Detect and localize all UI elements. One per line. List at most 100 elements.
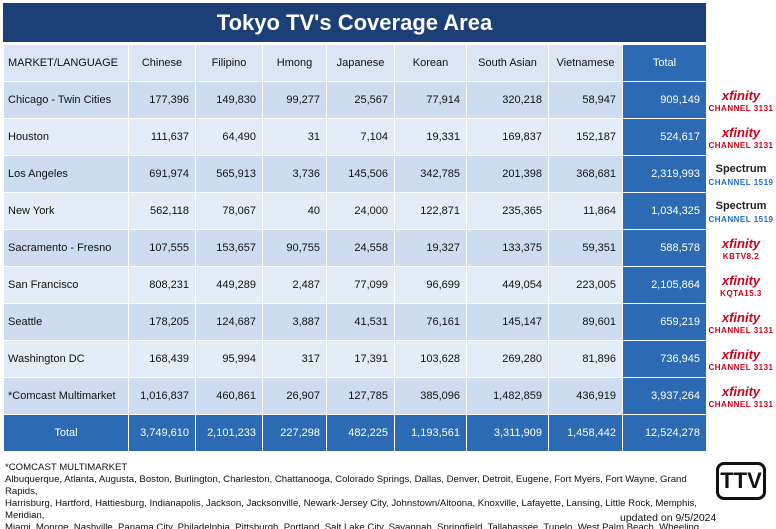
total-cell: 1,193,561 [394, 414, 467, 452]
table-row: Washington DC 168,439 95,994 317 17,391 103,6… [3, 340, 707, 378]
coverage-table: MARKET/LANGUAGE Chinese Filipino Hmong Japan… [3, 44, 707, 452]
number-cell: 58,947 [548, 81, 623, 119]
logo-brand: xfinity [721, 125, 761, 140]
number-cell: 909,149 [622, 81, 707, 119]
logo-brand: xfinity [721, 236, 761, 251]
number-cell: 103,628 [394, 340, 467, 378]
logo-channel: CHANNEL 3131 [708, 363, 774, 372]
number-cell: 235,365 [466, 192, 549, 230]
channel-logo: xfinity KQTA15.3 [708, 274, 774, 311]
number-cell: 26,907 [262, 377, 327, 415]
number-cell: 127,785 [326, 377, 395, 415]
number-cell: 77,099 [326, 266, 395, 304]
number-cell: 2,105,864 [622, 266, 707, 304]
number-cell: 562,118 [128, 192, 196, 230]
number-cell: 11,864 [548, 192, 623, 230]
channel-logo: xfinity CHANNEL 3131 [708, 89, 774, 126]
header-cell: South Asian [466, 44, 549, 82]
total-cell: 1,458,442 [548, 414, 623, 452]
number-cell: 3,937,264 [622, 377, 707, 415]
total-cell: 227,298 [262, 414, 327, 452]
number-cell: 153,657 [195, 229, 263, 267]
number-cell: 111,637 [128, 118, 196, 156]
table-row: Chicago - Twin Cities 177,396 149,830 99,27… [3, 81, 707, 119]
number-cell: 89,601 [548, 303, 623, 341]
total-cell: 2,101,233 [195, 414, 263, 452]
total-row: Total 3,749,610 2,101,233 227,298 482,225 1,1… [3, 414, 707, 452]
market-cell: New York [3, 192, 129, 230]
total-cell: 3,749,610 [128, 414, 196, 452]
number-cell: 24,558 [326, 229, 395, 267]
number-cell: 3,736 [262, 155, 327, 193]
number-cell: 149,830 [195, 81, 263, 119]
number-cell: 76,161 [394, 303, 467, 341]
number-cell: 107,555 [128, 229, 196, 267]
number-cell: 99,277 [262, 81, 327, 119]
total-cell: 3,311,909 [466, 414, 549, 452]
table-row: Seattle 178,205 124,687 3,887 41,531 76,161 14… [3, 303, 707, 341]
table-row: Sacramento - Fresno 107,555 153,657 90,755 2… [3, 229, 707, 267]
number-cell: 808,231 [128, 266, 196, 304]
number-cell: 2,319,993 [622, 155, 707, 193]
number-cell: 24,000 [326, 192, 395, 230]
total-cell: 482,225 [326, 414, 395, 452]
number-cell: 223,005 [548, 266, 623, 304]
header-cell: Total [622, 44, 707, 82]
number-cell: 449,289 [195, 266, 263, 304]
number-cell: 78,067 [195, 192, 263, 230]
number-cell: 2,487 [262, 266, 327, 304]
logo-channel: CHANNEL 3131 [708, 326, 774, 335]
market-cell: Los Angeles [3, 155, 129, 193]
number-cell: 77,914 [394, 81, 467, 119]
number-cell: 342,785 [394, 155, 467, 193]
number-cell: 19,327 [394, 229, 467, 267]
number-cell: 17,391 [326, 340, 395, 378]
logo-brand: xfinity [721, 310, 761, 325]
market-cell: Chicago - Twin Cities [3, 81, 129, 119]
channel-logo: xfinity CHANNEL 3131 [708, 348, 774, 385]
market-cell: San Francisco [3, 266, 129, 304]
channel-logo: xfinity CHANNEL 3131 [708, 126, 774, 163]
updated-date: updated on 9/5/2024 [620, 512, 717, 524]
number-cell: 1,482,859 [466, 377, 549, 415]
number-cell: 659,219 [622, 303, 707, 341]
logo-channel: CHANNEL 3131 [708, 104, 774, 113]
number-cell: 168,439 [128, 340, 196, 378]
header-cell: Vietnamese [548, 44, 623, 82]
header-cell: MARKET/LANGUAGE [3, 44, 129, 82]
number-cell: 40 [262, 192, 327, 230]
channel-logo: Spectrum CHANNEL 1519 [708, 163, 774, 200]
number-cell: 449,054 [466, 266, 549, 304]
number-cell: 385,096 [394, 377, 467, 415]
number-cell: 169,837 [466, 118, 549, 156]
ttv-logo: TTV [716, 462, 766, 500]
total-cell: Total [3, 414, 129, 452]
header-cell: Japanese [326, 44, 395, 82]
logo-channel: CHANNEL 3131 [708, 141, 774, 150]
table-row: San Francisco 808,231 449,289 2,487 77,099 96… [3, 266, 707, 304]
title: Tokyo TV's Coverage Area [3, 3, 706, 42]
total-cell: 12,524,278 [622, 414, 707, 452]
number-cell: 1,034,325 [622, 192, 707, 230]
logo-channel: KQTA15.3 [720, 289, 762, 298]
number-cell: 269,280 [466, 340, 549, 378]
number-cell: 81,896 [548, 340, 623, 378]
number-cell: 177,396 [128, 81, 196, 119]
number-cell: 320,218 [466, 81, 549, 119]
number-cell: 145,506 [326, 155, 395, 193]
number-cell: 691,974 [128, 155, 196, 193]
number-cell: 1,016,837 [128, 377, 196, 415]
number-cell: 145,147 [466, 303, 549, 341]
logo-channel: CHANNEL 1519 [708, 178, 774, 187]
number-cell: 124,687 [195, 303, 263, 341]
number-cell: 19,331 [394, 118, 467, 156]
number-cell: 90,755 [262, 229, 327, 267]
market-cell: Houston [3, 118, 129, 156]
logo-brand: Spectrum [715, 163, 767, 175]
logo-brand: Spectrum [715, 200, 767, 212]
header-cell: Korean [394, 44, 467, 82]
footnote-heading: *COMCAST MULTIMARKET [5, 462, 128, 473]
number-cell: 31 [262, 118, 327, 156]
number-cell: 133,375 [466, 229, 549, 267]
